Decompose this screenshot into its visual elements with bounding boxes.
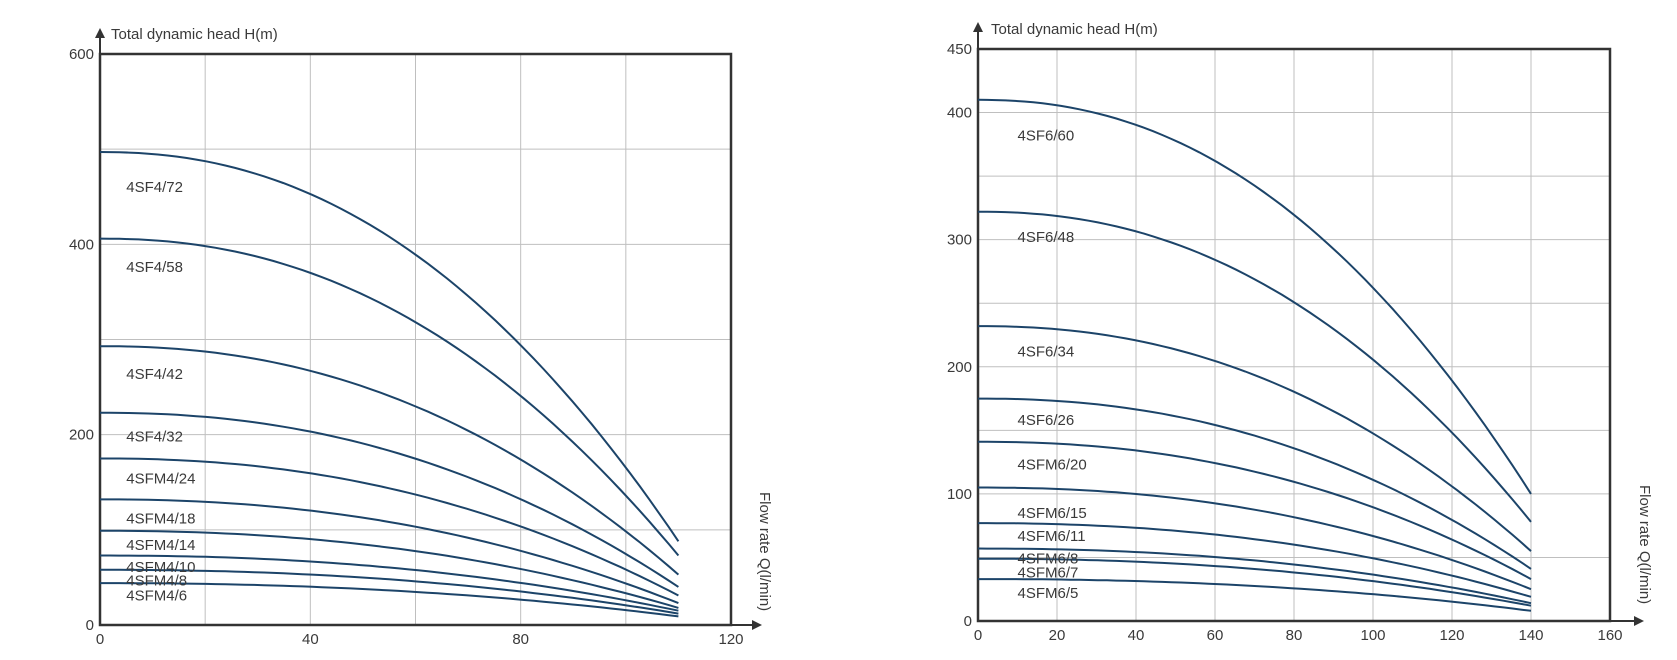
x-tick-label: 60 <box>1207 627 1224 644</box>
series-label: 4SF6/60 <box>1018 127 1075 144</box>
x-tick-label: 120 <box>718 631 743 648</box>
grid <box>100 54 731 625</box>
series-line-4sfm6-15 <box>978 486 1532 591</box>
series-line-4sfm6-5 <box>978 578 1532 612</box>
series-line-4sfm6-20 <box>978 440 1532 580</box>
series-line-4sfm6-11 <box>978 522 1532 598</box>
series-label: 4SF6/48 <box>1018 229 1075 246</box>
series-labels: 4SF6/60 4SF6/48 4SF6/34 4SF6/26 4SFM6/20 4SFM… <box>1018 127 1087 602</box>
y-tick-label: 0 <box>86 617 94 634</box>
x-tick-label: 80 <box>1286 627 1303 644</box>
series-label: 4SFM6/8 <box>1018 551 1079 568</box>
y-tick-label: 600 <box>69 46 94 63</box>
x-tick-label: 120 <box>1439 627 1464 644</box>
series-label: 4SF4/72 <box>126 179 183 196</box>
series-curves <box>99 151 680 618</box>
series-label: 4SFM4/18 <box>126 510 195 527</box>
chart-left-4sf4: 0 200 400 600 0 40 80 120 Total dynamic head H(m… <box>69 26 773 648</box>
x-tick-label: 0 <box>974 627 982 644</box>
series-label: 4SFM6/7 <box>1018 565 1079 582</box>
y-tick-label: 100 <box>947 486 972 503</box>
series-line-4sf4-42 <box>100 345 680 576</box>
x-axis-arrow <box>1634 616 1644 626</box>
series-label: 4SFM4/24 <box>126 470 195 487</box>
x-axis-arrow <box>752 620 762 630</box>
y-tick-label: 0 <box>964 613 972 630</box>
series-label: 4SF4/58 <box>126 259 183 276</box>
series-line-4sf6-34 <box>978 325 1532 552</box>
series-label: 4SFM4/6 <box>126 587 187 604</box>
y-tick-label: 400 <box>947 105 972 122</box>
series-label: 4SFM4/10 <box>126 559 195 576</box>
series-line-4sfm4-18 <box>100 498 679 605</box>
series-labels: 4SF4/72 4SF4/58 4SF4/42 4SF4/32 4SFM4/24 4SFM… <box>126 179 195 604</box>
y-tick-label: 200 <box>69 427 94 444</box>
series-label: 4SFM6/11 <box>1018 528 1086 545</box>
series-label: 4SF4/42 <box>126 366 183 383</box>
x-tick-label: 80 <box>512 631 529 648</box>
grid <box>978 49 1610 621</box>
x-tick-label: 20 <box>1049 627 1066 644</box>
y-tick-label: 200 <box>947 359 972 376</box>
x-tick-label: 0 <box>96 631 104 648</box>
series-line-4sf4-58 <box>99 237 680 557</box>
series-line-4sfm4-10 <box>100 554 679 612</box>
x-tick-label: 40 <box>1128 627 1145 644</box>
x-tick-label: 140 <box>1518 627 1543 644</box>
series-label: 4SFM6/5 <box>1018 585 1079 602</box>
series-line-4sfm6-7 <box>978 557 1532 607</box>
y-tick-label: 450 <box>947 41 972 58</box>
series-curves <box>977 98 1532 612</box>
x-axis-title: Flow rate Q(l/min) <box>756 492 773 611</box>
series-line-4sfm4-8 <box>100 568 679 615</box>
y-axis-arrow <box>95 28 105 38</box>
y-tick-label: 400 <box>69 236 94 253</box>
x-tick-label: 40 <box>302 631 319 648</box>
x-tick-label: 160 <box>1597 627 1622 644</box>
series-line-4sfm4-6 <box>100 582 679 618</box>
y-axis-arrow <box>973 22 983 32</box>
series-line-4sf4-72 <box>99 151 680 542</box>
y-axis-title: Total dynamic head H(m) <box>991 21 1158 38</box>
series-label: 4SFM4/8 <box>126 572 187 589</box>
y-tick-label: 300 <box>947 232 972 249</box>
chart-right-4sf6: 0 100 200 300 400 450 0 20 40 60 80 100 120 140 160 Tot… <box>947 21 1653 644</box>
series-line-4sf6-60 <box>977 98 1532 495</box>
series-label: 4SF4/32 <box>126 429 183 446</box>
x-tick-label: 100 <box>1360 627 1385 644</box>
series-label: 4SF6/34 <box>1018 344 1075 361</box>
series-line-4sfm6-8 <box>977 547 1532 605</box>
series-line-4sf4-32 <box>100 411 679 588</box>
series-line-4sfm4-14 <box>100 529 679 609</box>
series-label: 4SF6/26 <box>1018 412 1075 429</box>
series-line-4sf6-48 <box>978 210 1532 523</box>
series-line-4sf6-26 <box>978 397 1532 570</box>
x-axis-title: Flow rate Q(l/min) <box>1636 485 1653 604</box>
y-axis-title: Total dynamic head H(m) <box>111 26 278 43</box>
series-label: 4SFM6/20 <box>1018 457 1087 474</box>
series-label: 4SFM4/14 <box>126 537 195 554</box>
series-line-4sfm4-24 <box>100 457 679 597</box>
series-label: 4SFM6/15 <box>1018 505 1087 522</box>
